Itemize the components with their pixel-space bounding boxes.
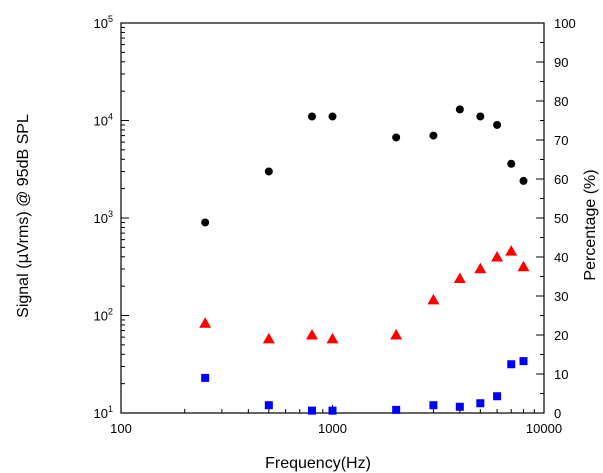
data-point-triangle — [199, 317, 212, 328]
y-axis-right-title: Percentage (%) — [582, 169, 599, 280]
data-point-square — [264, 401, 273, 410]
data-point-circle — [308, 112, 317, 121]
x-axis: 100 1000 10000 — [110, 405, 562, 436]
y-left-tick-base: 10 — [94, 211, 108, 226]
data-point-triangle — [474, 262, 487, 274]
data-point-circle — [519, 176, 528, 185]
y-left-tick-exponent: 2 — [108, 307, 113, 317]
y-right-tick-label: 80 — [554, 94, 568, 109]
x-tick-label: 100 — [110, 421, 132, 436]
y-axis-left-title-prefix: Signal ( — [15, 263, 32, 318]
data-point-triangle — [517, 260, 530, 272]
x-tick-label: 10000 — [526, 421, 562, 436]
y-axis-right: 0 10 20 30 40 50 60 70 80 90 100 — [536, 16, 576, 421]
y-right-tick-label: 20 — [554, 328, 568, 343]
y-right-tick-label: 40 — [554, 250, 568, 265]
data-point-square — [455, 402, 464, 411]
series-square-right — [201, 357, 528, 415]
data-point-circle — [455, 105, 464, 114]
y-axis-left-title-suffix: Vrms) @ 95dB SPL — [15, 114, 32, 253]
plot-frame — [120, 22, 545, 414]
data-point-square — [519, 357, 528, 366]
y-left-tick-label: 103 — [94, 209, 113, 226]
data-point-circle — [476, 112, 485, 121]
y-left-tick-label: 105 — [94, 14, 113, 31]
y-axis-left-title: Signal (μVrms) @ 95dB SPL — [13, 114, 32, 318]
data-series — [199, 105, 530, 415]
y-left-tick-exponent: 4 — [108, 112, 113, 122]
y-right-tick-label: 0 — [554, 406, 561, 421]
data-point-circle — [201, 218, 210, 227]
y-right-tick-label: 70 — [554, 133, 568, 148]
y-right-tick-label: 10 — [554, 367, 568, 382]
y-right-tick-label: 30 — [554, 289, 568, 304]
data-point-circle — [507, 159, 516, 168]
y-left-tick-label: 101 — [94, 404, 113, 421]
y-right-tick-label: 50 — [554, 211, 568, 226]
data-point-circle — [429, 131, 438, 140]
y-left-tick-base: 10 — [94, 114, 108, 129]
series-triangle-right — [199, 245, 530, 344]
data-point-square — [392, 405, 401, 414]
x-tick-label: 1000 — [318, 421, 347, 436]
data-point-triangle — [390, 329, 403, 340]
y-right-tick-label: 60 — [554, 172, 568, 187]
series-circle-left — [201, 105, 528, 227]
x-axis-title: Frequency(Hz) — [265, 455, 371, 472]
y-left-tick-exponent: 3 — [108, 209, 113, 219]
y-left-tick-base: 10 — [94, 16, 108, 31]
data-point-triangle — [505, 245, 518, 256]
data-point-triangle — [453, 272, 466, 283]
data-point-square — [429, 401, 438, 410]
data-point-square — [201, 373, 210, 382]
data-point-square — [328, 406, 337, 415]
y-left-tick-exponent: 5 — [108, 14, 113, 24]
data-point-circle — [328, 112, 337, 121]
data-point-square — [507, 360, 516, 369]
y-left-tick-base: 10 — [94, 406, 108, 421]
data-point-triangle — [491, 251, 504, 262]
data-point-circle — [392, 133, 401, 142]
y-right-tick-label: 100 — [554, 16, 576, 31]
y-left-tick-exponent: 1 — [108, 404, 113, 414]
data-point-square — [308, 406, 317, 415]
data-point-triangle — [427, 293, 440, 305]
y-axis-left-title-mu: μ — [13, 253, 32, 263]
data-point-square — [493, 392, 502, 401]
data-point-circle — [264, 167, 273, 176]
y-left-tick-base: 10 — [94, 309, 108, 324]
data-point-circle — [493, 120, 502, 129]
data-point-triangle — [306, 329, 319, 340]
y-left-tick-label: 102 — [94, 307, 113, 324]
data-point-square — [476, 399, 485, 408]
y-right-tick-label: 90 — [554, 55, 568, 70]
data-point-triangle — [262, 332, 275, 344]
data-point-triangle — [326, 332, 339, 344]
y-left-tick-label: 104 — [94, 112, 113, 129]
